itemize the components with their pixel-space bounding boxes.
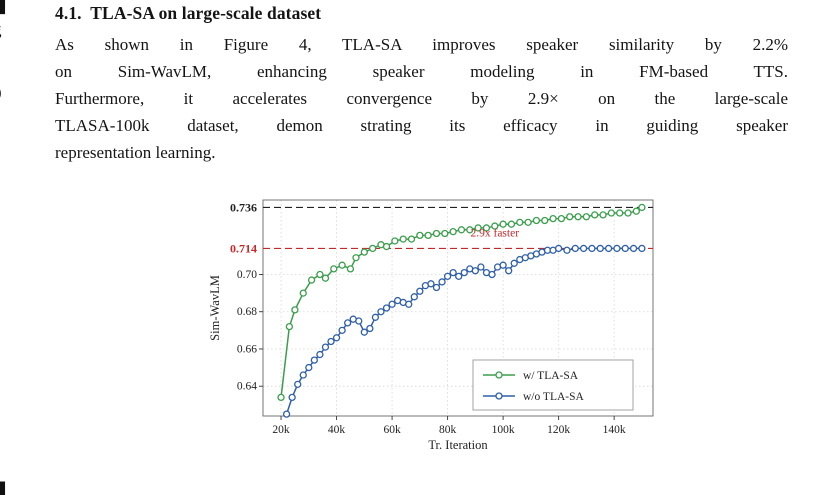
page-edge-fragment: █ <box>0 482 5 495</box>
chart-axes: 0.64 0.66 0.68 0.70 20k 40k 60k 80k 100k 120k 140k… <box>208 269 626 452</box>
svg-text:0.68: 0.68 <box>237 306 257 318</box>
paragraph-line: TLASA-100k dataset, demon strating its e… <box>55 116 788 135</box>
paragraph-line: representation learning. <box>55 143 216 162</box>
series-without-tla-sa <box>282 244 646 418</box>
similarity-chart: 0.736 0.714 0.64 0.66 0.68 0.70 20k 40k 60k 80k 10… <box>208 199 654 452</box>
svg-text:140k: 140k <box>603 424 626 436</box>
svg-text:40k: 40k <box>328 424 346 436</box>
svg-text:60k: 60k <box>383 424 401 436</box>
series-with-tla-sa <box>277 203 646 402</box>
paragraph-line: As shown in Figure 4, TLA-SA improves sp… <box>55 35 788 54</box>
chart-legend: w/ TLA-SA w/o TLA-SA <box>472 359 634 411</box>
svg-text:0.736: 0.736 <box>230 200 257 214</box>
section-heading: 4.1. TLA-SA on large-scale dataset <box>55 3 322 23</box>
svg-text:120k: 120k <box>547 424 570 436</box>
paper-column: 4.1. TLA-SA on large-scale dataset As sh… <box>55 3 788 456</box>
paragraph-line: Furthermore, it accelerates convergence … <box>55 89 788 108</box>
page-edge-fragment: g <box>0 20 2 40</box>
legend-entry: w/ TLA-SA <box>523 370 579 382</box>
chart-annotation: 2.9x faster <box>471 227 520 239</box>
page-edge-fragment: 0 <box>0 84 2 104</box>
paragraph-line: on Sim-WavLM, enhancing speaker modeling… <box>55 62 788 81</box>
chart-frame <box>262 199 654 417</box>
legend-entry: w/o TLA-SA <box>523 391 584 403</box>
y-axis-label: Sim-WavLM <box>208 275 222 341</box>
page-edge-fragment: █ <box>0 0 5 14</box>
svg-text:0.64: 0.64 <box>237 381 257 393</box>
x-axis-label: Tr. Iteration <box>428 438 488 452</box>
svg-text:100k: 100k <box>492 424 515 436</box>
svg-text:80k: 80k <box>439 424 457 436</box>
svg-text:20k: 20k <box>272 424 290 436</box>
speedup-annotation: 2.9x faster <box>471 227 520 239</box>
svg-text:0.714: 0.714 <box>230 241 257 255</box>
svg-text:0.70: 0.70 <box>237 269 257 281</box>
edge-strip: █g0-f-:█ <box>0 0 9 495</box>
body-paragraph: As shown in Figure 4, TLA-SA improves sp… <box>55 31 788 166</box>
figure-4: 0.736 0.714 0.64 0.66 0.68 0.70 20k 40k 60k 80k 10… <box>205 188 665 456</box>
svg-text:0.66: 0.66 <box>237 343 257 355</box>
